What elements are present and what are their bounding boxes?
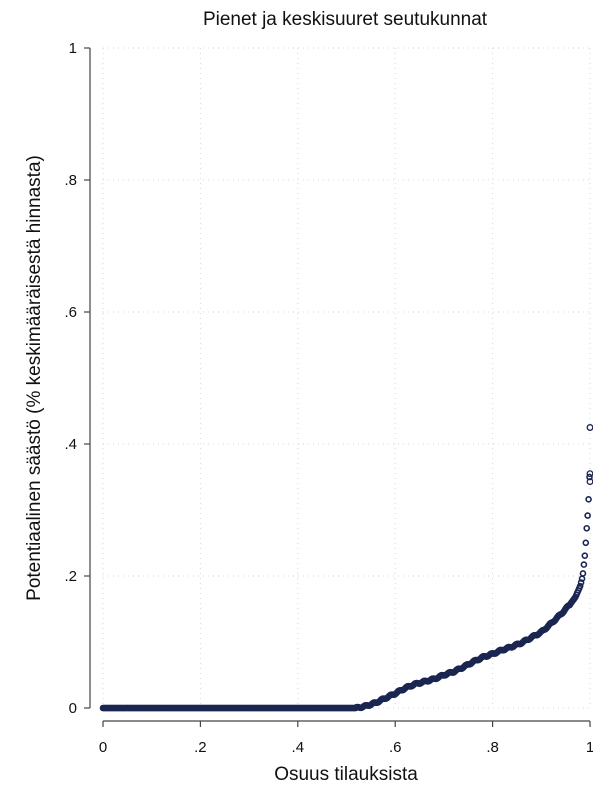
data-point: [582, 539, 590, 547]
data-point: [584, 512, 591, 519]
chart-title: Pienet ja keskisuuret seutukunnat: [203, 9, 488, 30]
x-tick-label: .4: [292, 739, 305, 756]
data-point: [585, 496, 592, 503]
data-point: [580, 561, 588, 568]
data-point: [586, 424, 593, 431]
x-tick-label: 0: [99, 739, 107, 756]
x-tick-label: .6: [389, 739, 402, 756]
data-point: [577, 579, 585, 586]
data-point: [576, 582, 584, 590]
data-point: [578, 575, 586, 583]
x-axis-label: Osuus tilauksista: [274, 764, 418, 785]
y-tick-label: .6: [64, 304, 77, 321]
x-tick-label: .8: [486, 739, 499, 756]
grid-layer: [102, 47, 591, 709]
y-tick-label: .4: [64, 436, 77, 453]
y-tick-label: 0: [69, 700, 77, 717]
data-point: [583, 524, 591, 532]
x-tick-label: .2: [194, 739, 207, 756]
y-tick-label: .2: [64, 568, 77, 585]
y-tick-label: .8: [64, 172, 77, 189]
y-axis-label: Potentiaalinen säästö (% keskimääräisest…: [24, 155, 45, 601]
data-point: [579, 570, 587, 577]
y-tick-label: 1: [69, 40, 77, 57]
data-points: [99, 424, 593, 712]
x-tick-label: 1: [586, 739, 593, 756]
data-point: [581, 552, 589, 559]
axis-layer: 0 .2 .4 .6 .8 1 0 .2 .4 .6 .8 1: [64, 40, 593, 756]
